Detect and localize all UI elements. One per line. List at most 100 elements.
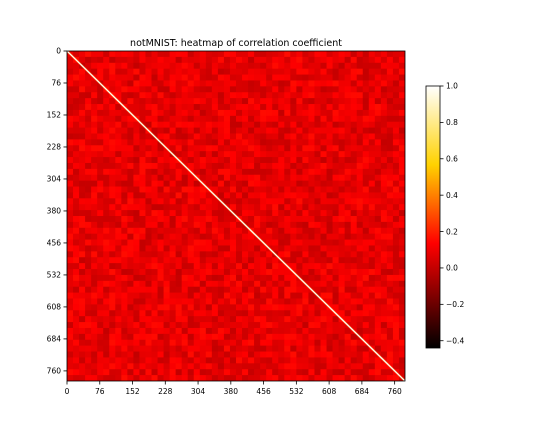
- heatmap-cell: [199, 369, 207, 376]
- heatmap-cell: [350, 210, 358, 217]
- heatmap-cell: [205, 198, 213, 205]
- heatmap-cell: [290, 104, 297, 111]
- heatmap-cell: [175, 68, 182, 75]
- heatmap-cell: [97, 92, 104, 99]
- heatmap-cell: [91, 180, 98, 187]
- heatmap-cell: [350, 351, 358, 358]
- heatmap-cell: [187, 180, 195, 187]
- heatmap-cell: [211, 51, 219, 58]
- heatmap-cell: [193, 251, 201, 258]
- heatmap-cell: [145, 274, 152, 282]
- heatmap-cell: [211, 245, 219, 252]
- heatmap-cell: [332, 174, 339, 181]
- heatmap-cell: [314, 216, 321, 223]
- heatmap-cell: [193, 145, 201, 152]
- heatmap-cell: [181, 168, 189, 176]
- heatmap-cell: [266, 204, 273, 211]
- heatmap-cell: [187, 80, 195, 87]
- heatmap-cell: [127, 210, 134, 217]
- heatmap-cell: [199, 174, 207, 181]
- heatmap-cell: [223, 280, 231, 288]
- heatmap-cell: [139, 104, 146, 111]
- heatmap-cell: [211, 86, 219, 93]
- heatmap-cell: [254, 357, 261, 364]
- heatmap-cell: [236, 286, 243, 293]
- heatmap-cell: [362, 157, 370, 164]
- heatmap-cell: [115, 168, 122, 176]
- heatmap-cell: [296, 174, 303, 181]
- heatmap-cell: [175, 239, 182, 246]
- heatmap-cell: [242, 115, 249, 123]
- heatmap-cell: [272, 257, 279, 264]
- heatmap-cell: [211, 345, 219, 352]
- heatmap-cell: [284, 274, 291, 282]
- heatmap-cell: [205, 210, 213, 217]
- heatmap-cell: [260, 322, 267, 329]
- heatmap-cell: [127, 351, 134, 358]
- heatmap-cell: [290, 239, 297, 246]
- colorbar-tick-label: −0.4: [446, 336, 464, 345]
- heatmap-cell: [308, 269, 315, 276]
- heatmap-cell: [368, 363, 376, 370]
- heatmap-cell: [254, 316, 261, 323]
- heatmap-cell: [392, 274, 400, 282]
- heatmap-cell: [169, 210, 176, 217]
- heatmap-cell: [217, 322, 225, 329]
- heatmap-cell: [344, 233, 351, 240]
- heatmap-cell: [320, 139, 327, 146]
- heatmap-cell: [109, 221, 116, 229]
- heatmap-cell: [344, 257, 351, 264]
- heatmap-cell: [169, 286, 176, 293]
- heatmap-cell: [181, 233, 189, 240]
- heatmap-cell: [392, 316, 400, 323]
- heatmap-area: [66, 50, 406, 382]
- heatmap-cell: [242, 168, 249, 176]
- heatmap-cell: [121, 74, 128, 81]
- heatmap-cell: [242, 233, 249, 240]
- heatmap-cell: [242, 56, 249, 64]
- heatmap-cell: [248, 310, 255, 317]
- heatmap-cell: [127, 227, 134, 234]
- heatmap-cell: [211, 339, 219, 346]
- heatmap-cell: [205, 327, 213, 335]
- heatmap-cell: [368, 157, 376, 164]
- heatmap-cell: [254, 251, 261, 258]
- heatmap-cell: [193, 310, 201, 317]
- heatmap-cell: [67, 310, 74, 317]
- heatmap-cell: [278, 98, 285, 105]
- heatmap-cell: [254, 286, 261, 293]
- heatmap-cell: [121, 204, 128, 211]
- heatmap-cell: [79, 280, 86, 288]
- heatmap-cell: [169, 274, 176, 282]
- heatmap-cell: [350, 204, 358, 211]
- heatmap-cell: [254, 363, 261, 370]
- heatmap-cell: [175, 322, 182, 329]
- heatmap-cell: [109, 245, 116, 252]
- y-tick-label: 228: [47, 143, 62, 152]
- heatmap-cell: [266, 151, 273, 158]
- heatmap-cell: [320, 62, 327, 69]
- heatmap-cell: [386, 109, 394, 117]
- heatmap-cell: [326, 251, 333, 258]
- heatmap-cell: [278, 162, 285, 170]
- heatmap-cell: [145, 51, 152, 58]
- heatmap-cell: [115, 104, 122, 111]
- heatmap-cell: [242, 127, 249, 134]
- heatmap-cell: [362, 369, 370, 376]
- heatmap-cell: [169, 174, 176, 181]
- heatmap-cell: [344, 157, 351, 164]
- heatmap-cell: [211, 151, 219, 158]
- heatmap-cell: [362, 80, 370, 87]
- heatmap-cell: [127, 333, 134, 341]
- heatmap-cell: [85, 121, 92, 128]
- heatmap-cell: [374, 257, 382, 264]
- heatmap-cell: [278, 151, 285, 158]
- heatmap-cell: [91, 145, 98, 152]
- heatmap-cell: [344, 127, 351, 134]
- heatmap-cell: [205, 322, 213, 329]
- heatmap-cell: [398, 121, 405, 128]
- heatmap-cell: [229, 51, 237, 58]
- heatmap-cell: [260, 145, 267, 152]
- heatmap-cell: [199, 327, 207, 335]
- heatmap-cell: [320, 322, 327, 329]
